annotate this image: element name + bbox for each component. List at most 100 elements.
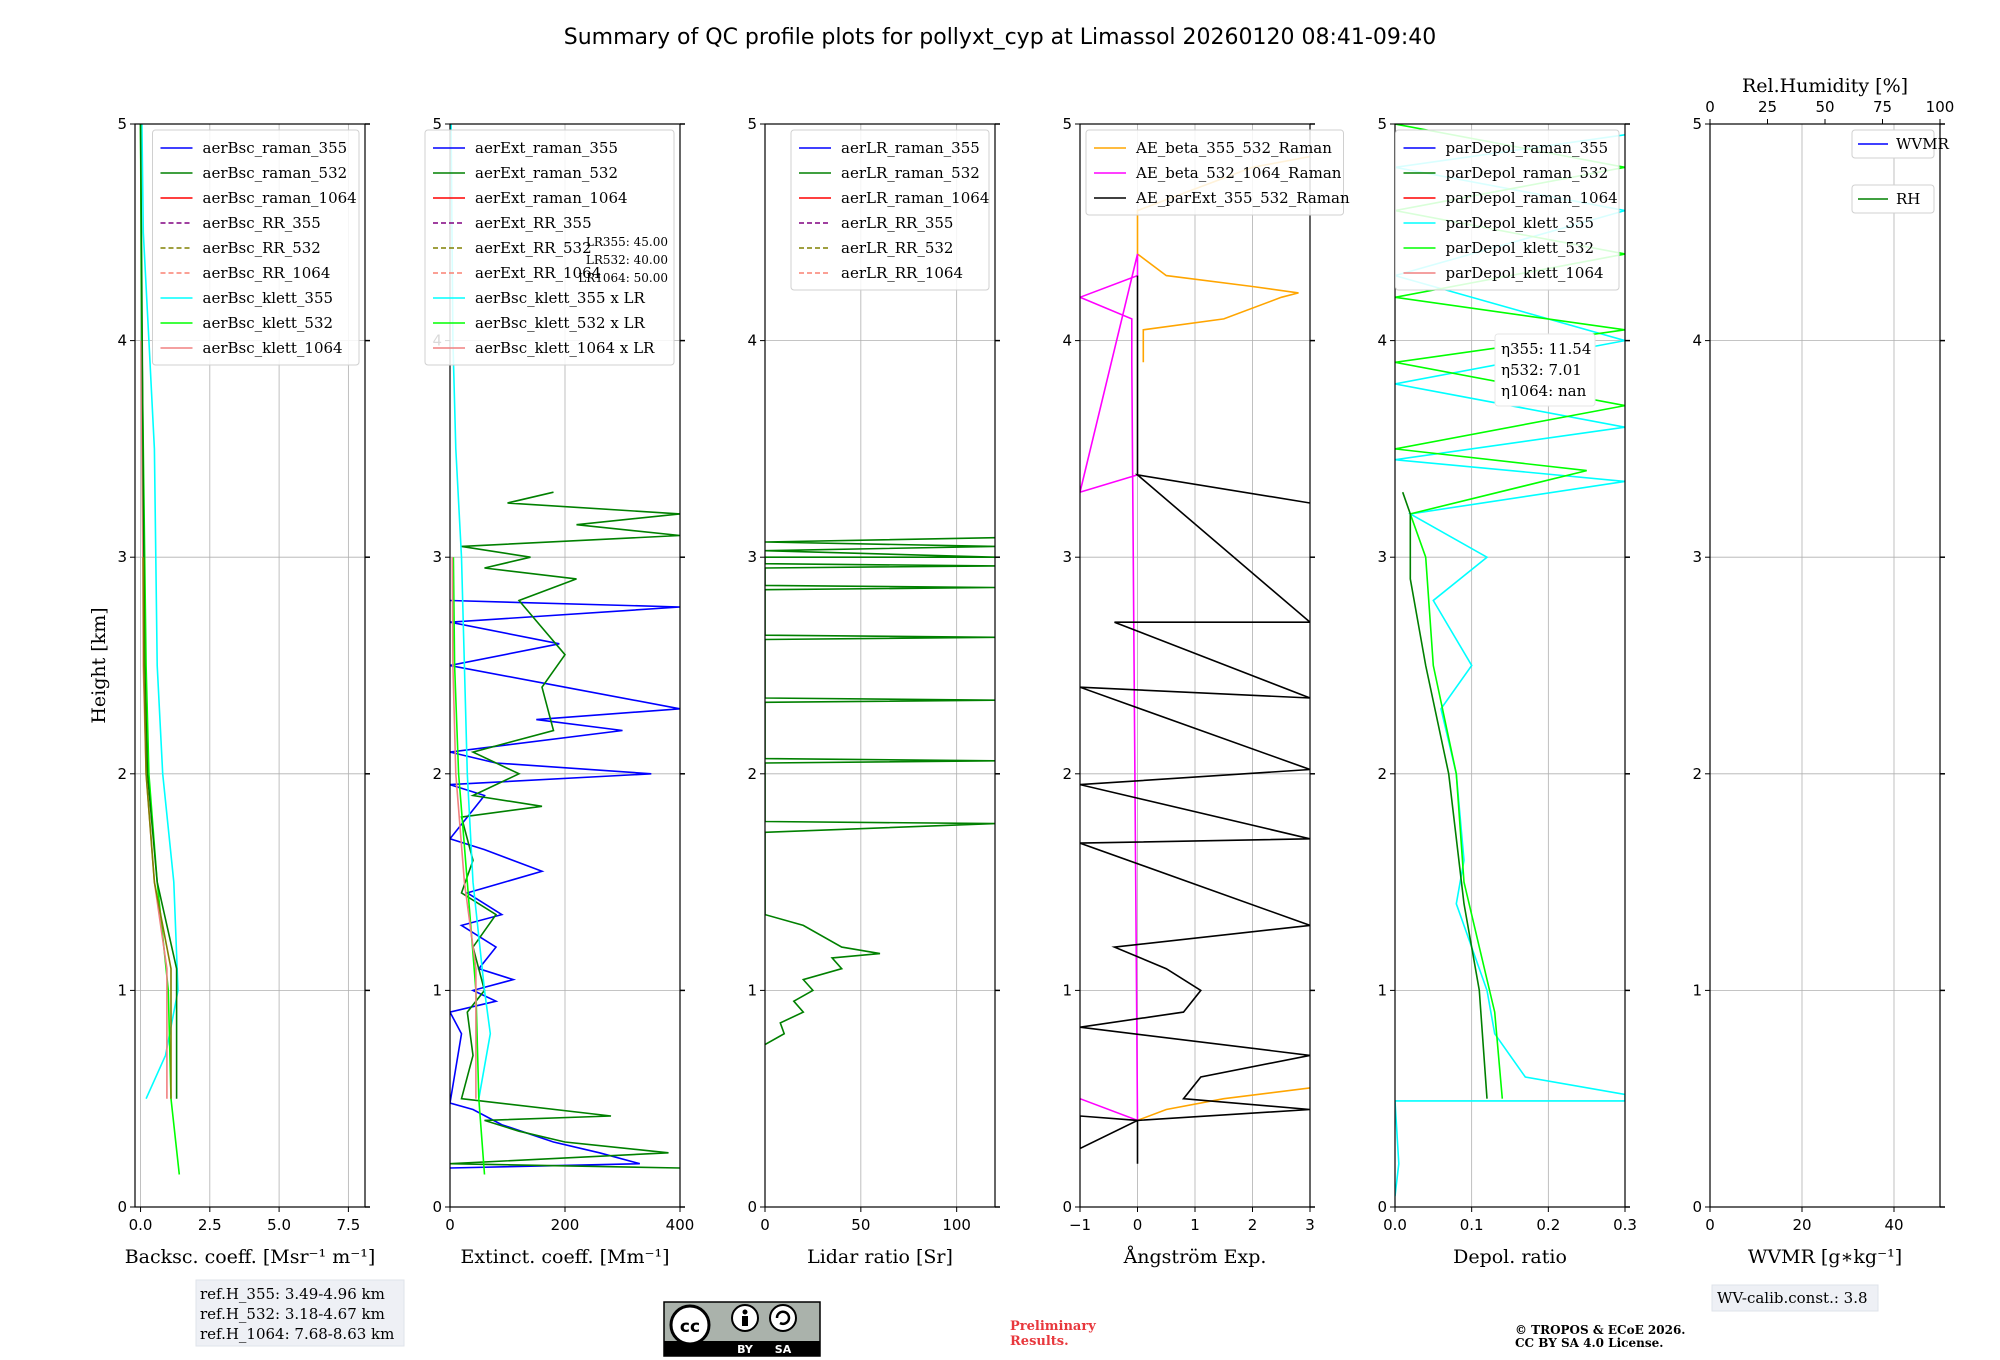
legend-box (1395, 129, 1620, 291)
series-group (450, 124, 680, 1175)
x-tick-label: 0.0 (1383, 1216, 1407, 1234)
legend-label-aerext-raman-355: aerExt_raman_355 (475, 139, 618, 157)
x-axis-label: Backsc. coeff. [Msr⁻¹ m⁻¹] (125, 1246, 376, 1268)
x-axis-label: Extinct. coeff. [Mm⁻¹] (460, 1246, 669, 1268)
y-tick-label: 5 (1692, 115, 1702, 133)
x-axis-label: Lidar ratio [Sr] (807, 1246, 953, 1268)
y-tick-label: 2 (1377, 765, 1387, 783)
y-tick-label: 3 (117, 548, 127, 566)
legend-label-aerlr-raman-532: aerLR_raman_532 (841, 164, 980, 182)
preliminary-line-2: Results. (1010, 1334, 1069, 1349)
cc-icon (669, 1304, 711, 1346)
y-tick-label: 5 (1377, 115, 1387, 133)
y-tick-label: 5 (432, 115, 442, 133)
series-aerbsc-klett-355 (141, 124, 179, 1100)
legend-label-aerext-rr-1064: aerExt_RR_1064 (475, 264, 601, 282)
panel-frame (764, 123, 996, 1208)
legend-label-ae-parext-355-532-raman: AE_parExt_355_532_Raman (1135, 189, 1350, 207)
share-alike-icon (769, 1304, 797, 1332)
legend-label-aerbsc-klett-1064-x-lr: aerBsc_klett_1064 x LR (475, 339, 655, 357)
legend-label-pardepol-klett-355: parDepol_klett_355 (1446, 214, 1595, 232)
figure-title: Summary of QC profile plots for pollyxt_… (564, 25, 1437, 50)
cc-icon-label: cc (680, 1317, 700, 1337)
preliminary-line-1: Preliminary (1010, 1319, 1096, 1334)
x-tick-label: 2.5 (198, 1216, 222, 1234)
x-tick-label: 0.0 (129, 1216, 153, 1234)
y-tick-label: 1 (1377, 981, 1387, 999)
cc-license-badge: cc BY SA (663, 1301, 821, 1357)
panel-5: 0 1 2 3 4 5 0.0 0.1 0.2 0.3 Depol. ratio parDepol_r… (1377, 115, 1636, 1268)
legend-label-aerext-rr-532: aerExt_RR_532 (475, 239, 592, 257)
legend-label-aerbsc-klett-355-x-lr: aerBsc_klett_355 x LR (475, 289, 646, 307)
panel-frame (1709, 123, 1941, 1208)
eta-value: η1064: nan (1501, 382, 1587, 400)
y-tick-label: 3 (1377, 548, 1387, 566)
x-tick-label: 5.0 (267, 1216, 291, 1234)
legend-box (1851, 184, 1935, 214)
legend-label-aerbsc-raman-355: aerBsc_raman_355 (203, 139, 348, 157)
copyright-line-2: CC BY SA 4.0 License. (1515, 1336, 1663, 1350)
x-tick-label: 0 (1705, 1216, 1715, 1234)
x-tick-label: 7.5 (336, 1216, 360, 1234)
reference-heights-box: ref.H_355: 3.49-4.96 km ref.H_532: 3.18-… (195, 1279, 405, 1347)
legend-label-aerext-rr-355: aerExt_RR_355 (475, 214, 592, 232)
y-tick-label: 1 (1692, 981, 1702, 999)
legend-label-aerbsc-rr-1064: aerBsc_RR_1064 (203, 264, 331, 282)
series-aerbsc-klett-355-x-lr (450, 124, 492, 1099)
x-tick-label: −1 (1069, 1216, 1091, 1234)
x-tick-label: 0 (760, 1216, 770, 1234)
eta-value: η355: 11.54 (1501, 340, 1591, 358)
x-tick-label: 2 (1248, 1216, 1258, 1234)
y-tick-label: 5 (117, 115, 127, 133)
series-pardepol-raman-532 (1401, 491, 1488, 1099)
x-tick-label: 20 (1792, 1216, 1811, 1234)
y-tick-label: 1 (1062, 981, 1072, 999)
x-axis-label: Ångström Exp. (1123, 1246, 1267, 1268)
y-tick-label: 4 (117, 332, 127, 350)
y-tick-label: 2 (747, 765, 757, 783)
by-label: BY (737, 1343, 754, 1356)
y-tick-label: 1 (432, 981, 442, 999)
y-tick-label: 3 (747, 548, 757, 566)
legend-label-aerlr-rr-355: aerLR_RR_355 (841, 214, 953, 232)
lr-note: LR1064: 50.00 (578, 271, 668, 285)
y-tick-label: 0 (432, 1198, 442, 1216)
sa-label: SA (775, 1343, 792, 1356)
legend-label-pardepol-klett-1064: parDepol_klett_1064 (1446, 264, 1604, 282)
y-tick-label: 0 (117, 1198, 127, 1216)
lr-note: LR532: 40.00 (586, 253, 668, 267)
x-tick-label: 40 (1884, 1216, 1903, 1234)
legend-label-aerbsc-rr-355: aerBsc_RR_355 (203, 214, 321, 232)
legend-label-aerbsc-klett-532: aerBsc_klett_532 (203, 314, 334, 332)
legend-label-aerbsc-klett-1064: aerBsc_klett_1064 (203, 339, 343, 357)
legend-label-aerbsc-raman-1064: aerBsc_raman_1064 (203, 189, 357, 207)
panel-frame (134, 123, 366, 1208)
y-tick-label: 4 (747, 332, 757, 350)
legend-label-aerbsc-rr-532: aerBsc_RR_532 (203, 239, 321, 257)
panel-1: 0 1 2 3 4 5 0.0 2.5 5.0 7.5 Backsc. coeff. [Msr⁻¹ … (88, 115, 375, 1268)
y-tick-label: 2 (117, 765, 127, 783)
y-tick-label: 2 (1062, 765, 1072, 783)
x2-tick-label: 0 (1705, 98, 1715, 116)
x2-axis-label: Rel.Humidity [%] (1742, 75, 1908, 97)
eta-value: η532: 7.01 (1501, 361, 1582, 379)
series-aerbsc-rr-532 (142, 557, 172, 1099)
y-tick-label: 4 (1377, 332, 1387, 350)
legend-box (424, 129, 675, 366)
legend-label-aerbsc-klett-355: aerBsc_klett_355 (203, 289, 334, 307)
ref-height-355: ref.H_355: 3.49-4.96 km (200, 1285, 385, 1303)
legend-label-ae-beta-532-1064-raman: AE_beta_532_1064_Raman (1135, 164, 1342, 182)
legend-label-aerlr-raman-1064: aerLR_raman_1064 (841, 189, 989, 207)
legend-label-aerext-raman-532: aerExt_raman_532 (475, 164, 618, 182)
x2-tick-label: 25 (1758, 98, 1777, 116)
legend-label-pardepol-klett-532: parDepol_klett_532 (1446, 239, 1595, 257)
legend-label-aerlr-rr-1064: aerLR_RR_1064 (841, 264, 963, 282)
wv-calibration-box: WV-calib.const.: 3.8 (1711, 1284, 1879, 1312)
legend-label-aerlr-raman-355: aerLR_raman_355 (841, 139, 980, 157)
legend-label-pardepol-raman-355: parDepol_raman_355 (1446, 139, 1609, 157)
x-tick-label: 400 (666, 1216, 695, 1234)
